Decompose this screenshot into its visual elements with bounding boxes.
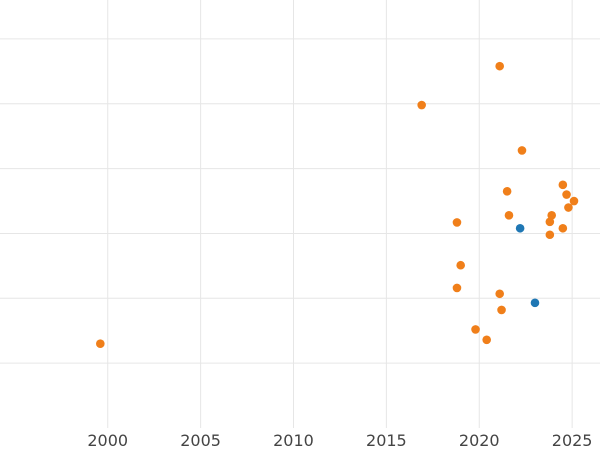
data-point — [569, 196, 579, 206]
data-point — [495, 289, 504, 299]
x-tick-label: 2010 — [273, 431, 314, 450]
data-point — [497, 305, 506, 315]
data-point — [456, 260, 465, 270]
data-point — [547, 210, 557, 220]
x-tick-label: 2025 — [552, 431, 593, 450]
data-point — [530, 298, 540, 308]
data-point — [517, 146, 527, 155]
data-points — [96, 61, 579, 348]
data-point — [504, 210, 514, 220]
data-point — [452, 218, 462, 227]
data-point — [545, 230, 555, 240]
data-point — [452, 283, 462, 293]
data-point — [515, 223, 525, 233]
data-point — [495, 61, 504, 71]
data-point — [558, 223, 568, 233]
data-point — [471, 325, 480, 334]
x-tick-label: 2015 — [366, 431, 407, 450]
data-point — [502, 187, 512, 196]
data-point — [558, 180, 568, 190]
x-tick-label: 2000 — [87, 431, 128, 450]
data-point — [562, 190, 571, 199]
data-point — [545, 217, 555, 227]
x-axis-tick-labels: 2000 2005 2010 2015 2020 2025 — [87, 431, 592, 450]
data-point — [417, 100, 426, 110]
grid-lines — [0, 0, 600, 428]
x-tick-label: 2005 — [180, 431, 221, 450]
data-point — [564, 203, 573, 212]
data-point — [96, 339, 105, 348]
x-tick-label: 2020 — [459, 431, 500, 450]
data-point — [482, 335, 491, 345]
